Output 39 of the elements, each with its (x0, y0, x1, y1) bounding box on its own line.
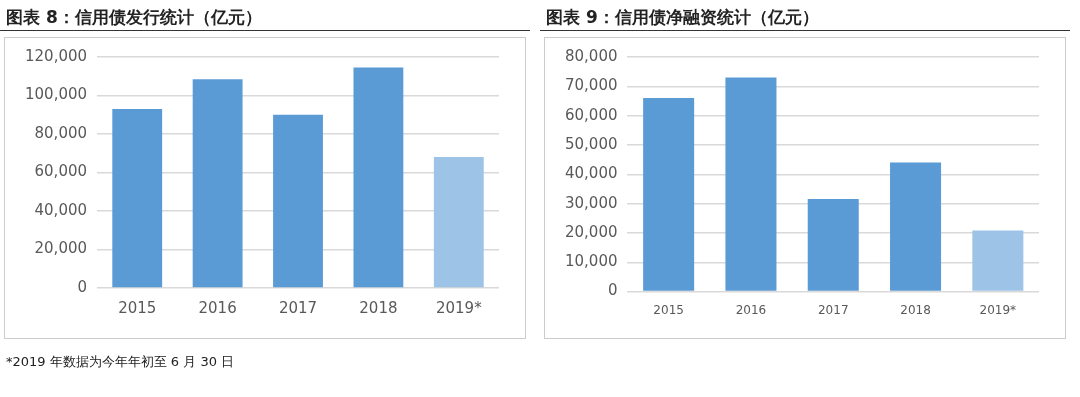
chart-title: 图表 9：信用债净融资统计（亿元） (540, 0, 1070, 31)
x-tick-label: 2015 (653, 302, 684, 317)
bar (273, 114, 323, 288)
x-tick-label: 2019* (979, 302, 1017, 317)
y-tick-label: 50,000 (564, 134, 618, 153)
y-tick-label: 100,000 (25, 85, 88, 104)
x-tick-label: 2018 (900, 302, 931, 317)
x-tick-label: 2016 (198, 298, 237, 317)
y-tick-label: 40,000 (34, 200, 88, 219)
x-tick-label: 2017 (817, 302, 849, 317)
bar (807, 198, 859, 291)
y-tick-label: 60,000 (564, 105, 618, 124)
bar (433, 157, 484, 288)
bar (112, 108, 163, 288)
x-tick-label: 2017 (278, 298, 318, 317)
bar (725, 77, 777, 291)
y-tick-label: 20,000 (564, 222, 618, 241)
text: *2019 年数据为今年年初至 6 月 30 日 (6, 353, 235, 371)
y-tick-label: 80,000 (34, 123, 88, 142)
bar (972, 230, 1024, 291)
y-tick-label: 20,000 (34, 239, 88, 258)
y-tick-label: 0 (77, 277, 88, 296)
y-tick-label: 120,000 (25, 46, 88, 65)
y-tick-label: 40,000 (564, 164, 618, 183)
y-tick-label: 60,000 (34, 162, 88, 181)
bar (192, 79, 243, 288)
chart-title: 图表 8：信用债发行统计（亿元） (0, 0, 530, 31)
y-tick-label: 80,000 (564, 46, 618, 65)
y-tick-label: 10,000 (564, 252, 618, 271)
y-tick-label: 0 (607, 281, 618, 300)
y-tick-label: 30,000 (564, 193, 618, 212)
y-tick-label: 70,000 (564, 76, 618, 95)
bar (353, 67, 404, 288)
x-tick-label: 2018 (359, 298, 398, 317)
bar (643, 98, 695, 291)
x-tick-label: 2015 (118, 298, 157, 317)
x-tick-label: 2016 (735, 302, 767, 317)
x-tick-label: 2019* (435, 298, 483, 317)
bar (890, 162, 942, 291)
